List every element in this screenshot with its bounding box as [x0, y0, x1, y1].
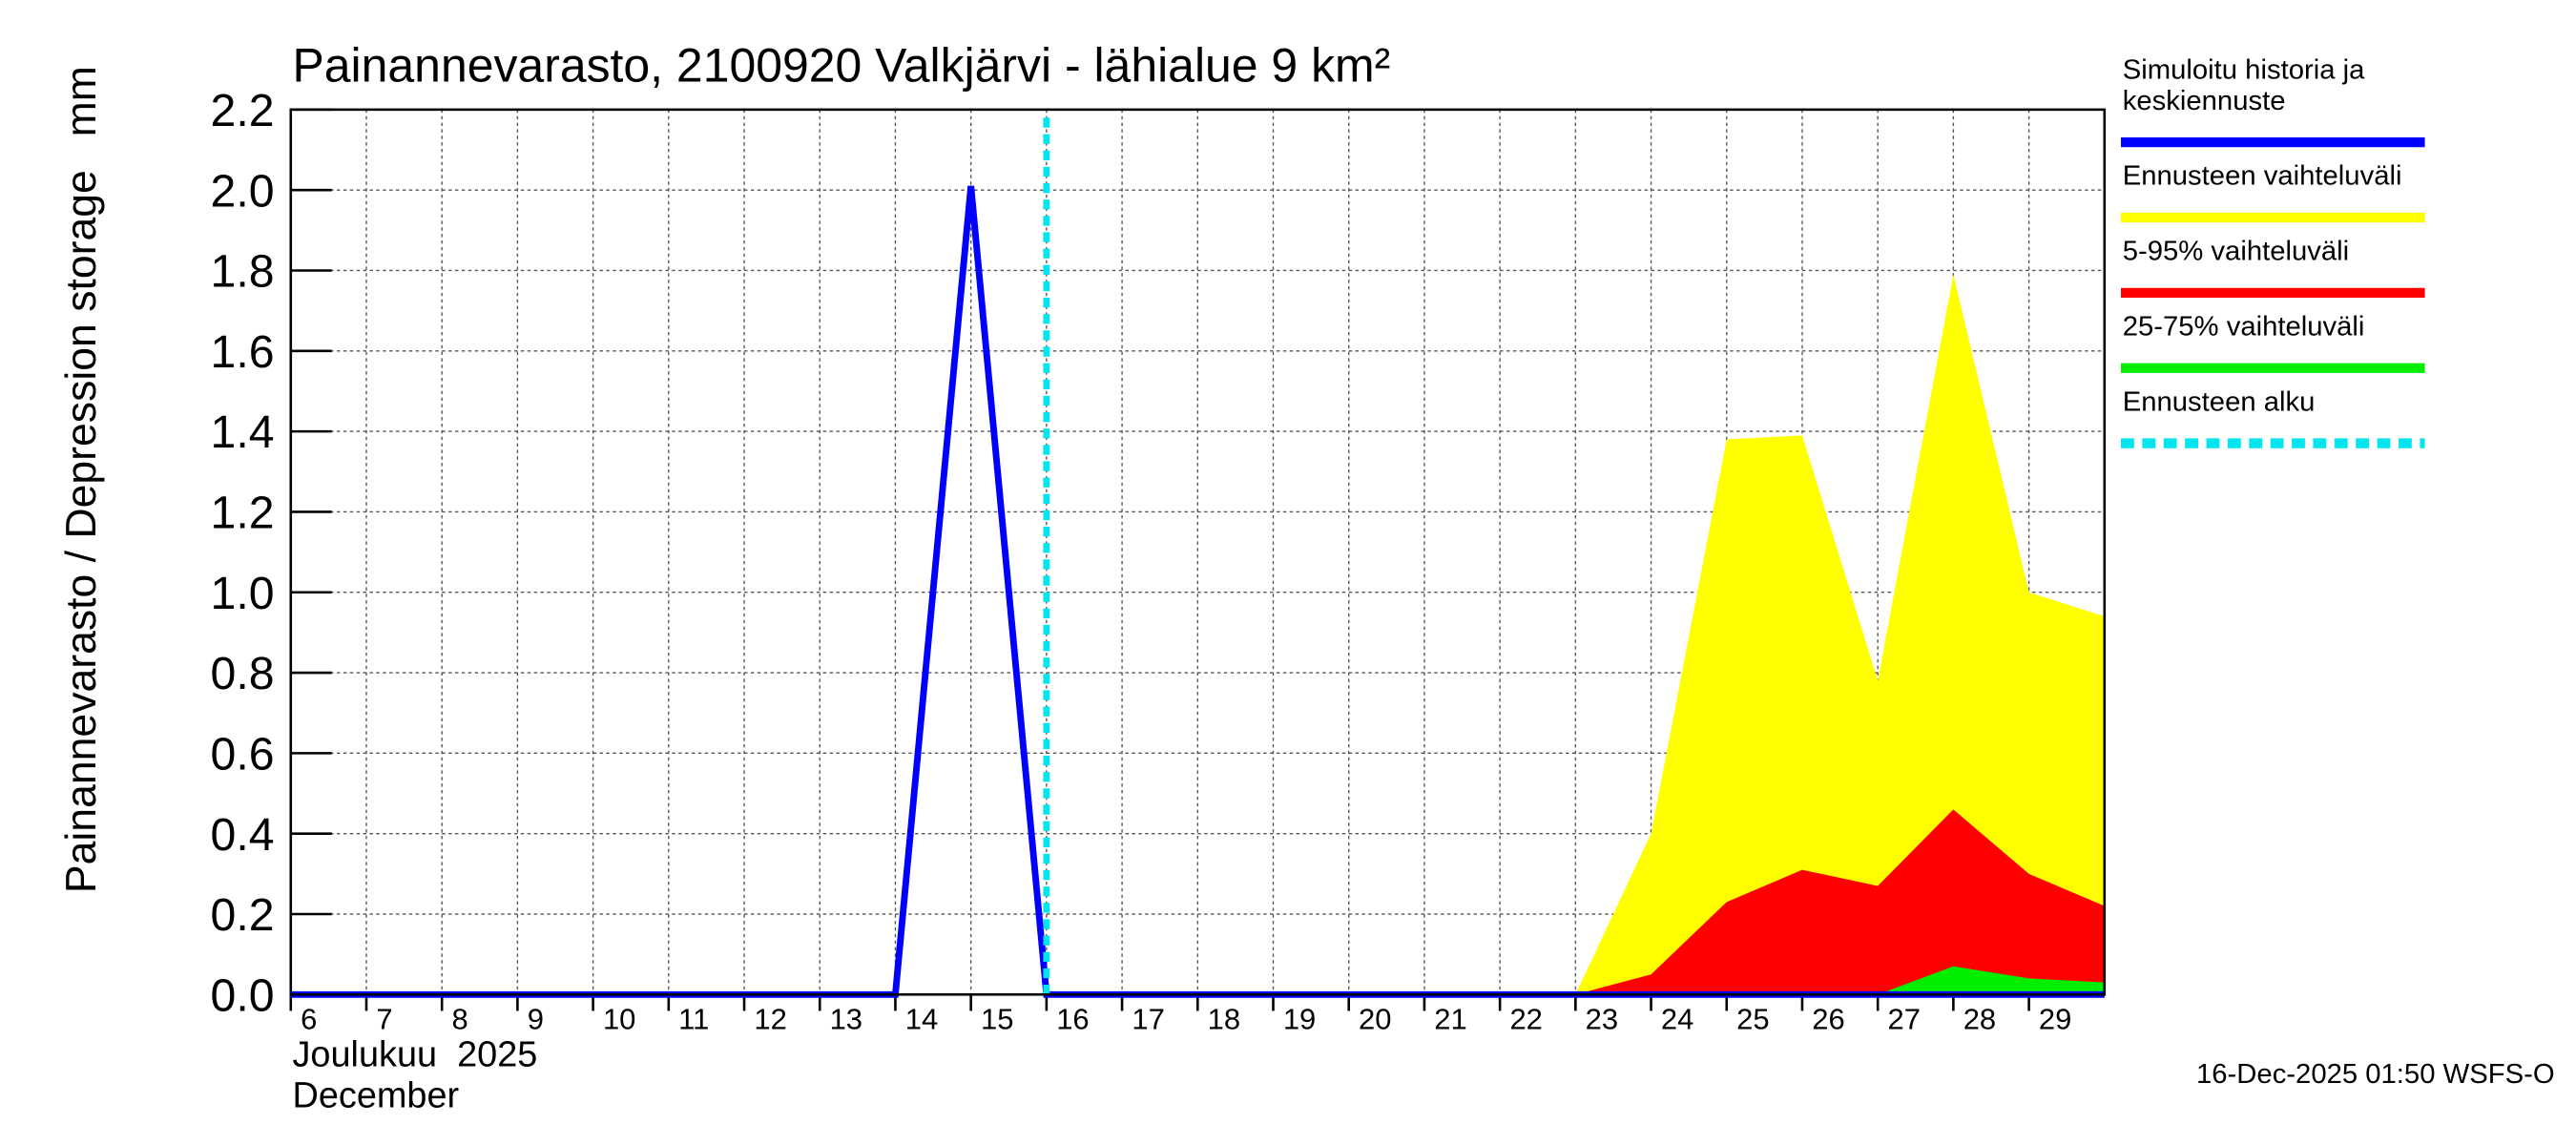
y-tick-label: 0.8 [211, 648, 275, 699]
x-tick-label: 15 [981, 1002, 1013, 1035]
x-tick-label: 10 [603, 1002, 635, 1035]
x-tick-label: 7 [376, 1002, 392, 1035]
y-tick-label: 1.2 [211, 488, 275, 539]
x-tick-label: 21 [1434, 1002, 1466, 1035]
x-tick-label: 11 [678, 1002, 709, 1035]
x-tick-label: 19 [1283, 1002, 1316, 1035]
band-area [1878, 966, 2105, 995]
y-tick-label: 2.2 [211, 85, 275, 136]
x-tick-label: 9 [528, 1002, 544, 1035]
x-tick-label: 28 [1963, 1002, 1996, 1035]
legend-label: 25-75% vaihteluväli [2123, 311, 2365, 342]
y-tick-label: 1.8 [211, 246, 275, 298]
grid [290, 109, 2105, 995]
legend-label: Ennusteen alku [2123, 386, 2316, 417]
x-tick-label: 18 [1208, 1002, 1240, 1035]
x-tick-label: 26 [1812, 1002, 1844, 1035]
legend-label: Simuloitu historia ja keskiennuste [2123, 54, 2365, 116]
y-axis-unit: mm [58, 66, 105, 136]
x-tick-label: 22 [1509, 1002, 1542, 1035]
x-tick-label: 17 [1132, 1002, 1164, 1035]
band-area [1575, 809, 2105, 995]
x-tick-label: 27 [1888, 1002, 1921, 1035]
y-axis-label: Painannevarasto / Depression storage [58, 170, 105, 893]
y-tick-label: 2.0 [211, 165, 275, 217]
y-tick-label: 1.0 [211, 568, 275, 619]
plot-frame [289, 108, 2107, 996]
legend-label: Ennusteen vaihteluväli [2123, 161, 2402, 192]
x-tick-label: 23 [1586, 1002, 1618, 1035]
legend-label: 5-95% vaihteluväli [2123, 237, 2349, 267]
x-axis-label: Joulukuu 2025 [293, 1035, 538, 1075]
x-tick-label: 24 [1661, 1002, 1693, 1035]
x-tick-label: 13 [830, 1002, 862, 1035]
y-tick-label: 0.2 [211, 889, 275, 941]
y-tick-label: 0.4 [211, 809, 275, 861]
y-tick-label: 1.6 [211, 326, 275, 378]
footer: 16-Dec-2025 01:50 WSFS-O [2196, 1059, 2555, 1090]
x-tick-label: 6 [301, 1002, 317, 1035]
x-tick-label: 16 [1056, 1002, 1089, 1035]
legend-label-line: keskiennuste [2123, 86, 2286, 116]
x-tick-label: 29 [2039, 1002, 2071, 1035]
x-tick-label: 25 [1736, 1002, 1769, 1035]
y-tick-label: 1.4 [211, 406, 275, 458]
x-tick-label: 12 [754, 1002, 786, 1035]
x-axis-label: December [293, 1076, 460, 1116]
x-tick-label: 8 [452, 1002, 468, 1035]
x-tick-label: 20 [1359, 1002, 1391, 1035]
y-tick-label: 0.6 [211, 729, 275, 781]
band-area [1575, 274, 2105, 995]
y-tick-label: 0.0 [211, 970, 275, 1022]
x-tick-label: 14 [905, 1002, 938, 1035]
legend-label-line: Simuloitu historia ja [2123, 54, 2365, 85]
chart-title: Painannevarasto, 2100920 Valkjärvi - läh… [293, 39, 1391, 93]
